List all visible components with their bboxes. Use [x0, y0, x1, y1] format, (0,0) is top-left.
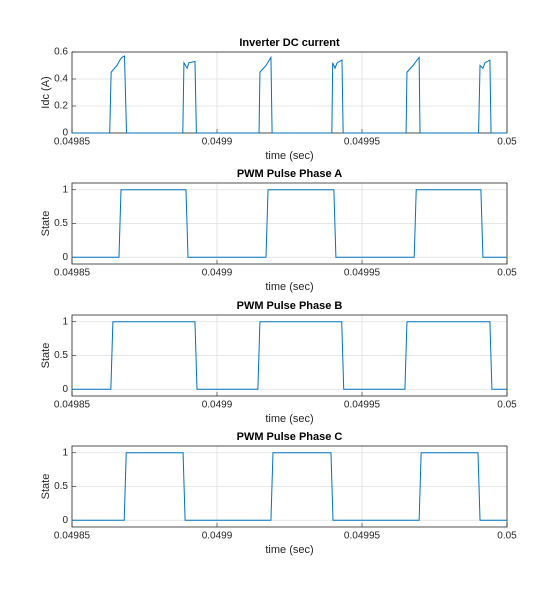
- y-tick-label: 0: [62, 128, 68, 139]
- y-tick-label: 0: [62, 252, 68, 263]
- x-tick-label: 0.04985: [54, 400, 91, 411]
- x-tick-label: 0.04985: [54, 531, 91, 542]
- x-tick-label: 0.04995: [344, 268, 381, 279]
- x-tick-label: 0.05: [497, 400, 517, 411]
- x-tick-label: 0.04995: [344, 400, 381, 411]
- x-axis-label: time (sec): [265, 413, 313, 425]
- y-tick-label: 1: [62, 447, 68, 458]
- x-tick-label: 0.05: [497, 268, 517, 279]
- x-tick-label: 0.04985: [54, 137, 91, 148]
- data-line: [72, 55, 507, 134]
- x-tick-label: 0.0499: [202, 400, 233, 411]
- y-tick-label: 1: [62, 184, 68, 195]
- data-line: [72, 321, 507, 390]
- x-tick-label: 0.05: [497, 531, 517, 542]
- data-line: [72, 189, 507, 258]
- y-tick-label: 0: [62, 384, 68, 395]
- y-tick-label: 0.5: [54, 218, 68, 229]
- x-axis-label: time (sec): [265, 281, 313, 293]
- y-tick-label: 0.5: [54, 350, 68, 361]
- y-tick-label: 0.2: [54, 101, 68, 112]
- y-tick-label: 0: [62, 515, 68, 526]
- x-tick-label: 0.05: [497, 137, 517, 148]
- chart-title: PWM Pulse Phase C: [237, 431, 343, 443]
- chart-title: Inverter DC current: [239, 37, 340, 49]
- y-tick-label: 1: [62, 316, 68, 327]
- axes-box: [71, 314, 508, 397]
- x-tick-label: 0.0499: [202, 268, 233, 279]
- y-tick-label: 0.6: [54, 47, 68, 58]
- x-axis-label: time (sec): [265, 150, 313, 162]
- axes-box: [71, 445, 508, 528]
- plot-area: [72, 52, 507, 133]
- x-tick-label: 0.04985: [54, 268, 91, 279]
- x-tick-label: 0.04995: [344, 137, 381, 148]
- y-tick-label: 0.5: [54, 481, 68, 492]
- y-axis-label: Idc (A): [40, 76, 52, 108]
- chart-title: PWM Pulse Phase B: [237, 300, 343, 312]
- y-axis-label: State: [40, 474, 52, 500]
- chart-title: PWM Pulse Phase A: [237, 168, 342, 180]
- x-tick-label: 0.0499: [202, 531, 233, 542]
- x-tick-label: 0.0499: [202, 137, 233, 148]
- y-axis-label: State: [40, 211, 52, 237]
- axes-box: [71, 182, 508, 265]
- y-axis-label: State: [40, 343, 52, 369]
- x-tick-label: 0.04995: [344, 531, 381, 542]
- y-tick-label: 0.4: [54, 74, 68, 85]
- x-axis-label: time (sec): [265, 544, 313, 556]
- data-line: [72, 452, 507, 521]
